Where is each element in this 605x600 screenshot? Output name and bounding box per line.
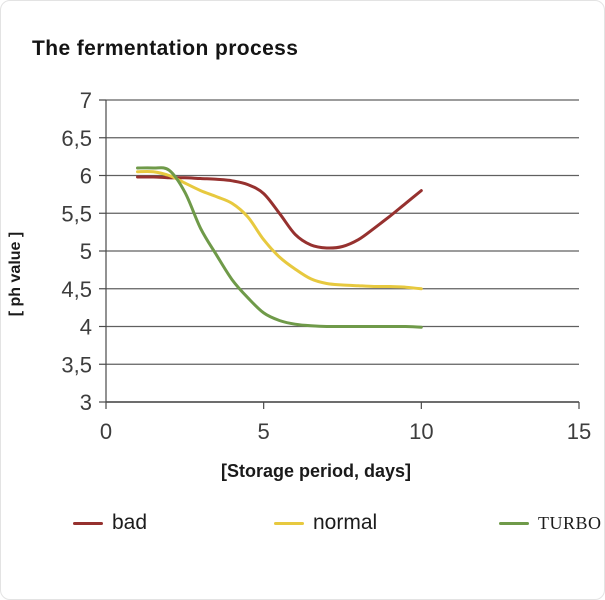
plot-area: 3 3,5 4 4,5 5 5,5 6 6,5 7 0 5 10 15 <box>61 88 591 444</box>
legend: bad normal TURBO <box>1 509 604 549</box>
svg-text:5: 5 <box>258 419 270 444</box>
svg-text:6,5: 6,5 <box>61 126 92 151</box>
legend-item-bad: bad <box>73 509 147 537</box>
legend-item-turbo: TURBO <box>499 509 602 537</box>
svg-text:6: 6 <box>80 164 92 189</box>
svg-text:4: 4 <box>80 315 92 340</box>
legend-item-normal: normal <box>274 509 377 537</box>
legend-label-normal: normal <box>313 511 378 534</box>
x-axis-title: [Storage period, days] <box>220 461 412 481</box>
svg-text:7: 7 <box>80 88 92 113</box>
svg-text:5,5: 5,5 <box>61 201 92 226</box>
legend-label-bad: bad <box>112 511 148 534</box>
svg-text:4,5: 4,5 <box>61 277 92 302</box>
svg-text:0: 0 <box>100 419 112 444</box>
chart-title: The fermentation process <box>32 37 299 60</box>
svg-text:3,5: 3,5 <box>61 352 92 377</box>
svg-text:15: 15 <box>567 419 591 444</box>
svg-text:3: 3 <box>80 390 92 415</box>
legend-swatch-turbo <box>499 521 529 525</box>
legend-label-turbo: TURBO <box>538 513 602 533</box>
svg-text:10: 10 <box>409 419 433 444</box>
svg-text:5: 5 <box>80 239 92 264</box>
legend-swatch-bad <box>73 521 103 525</box>
legend-swatch-normal <box>274 521 304 525</box>
